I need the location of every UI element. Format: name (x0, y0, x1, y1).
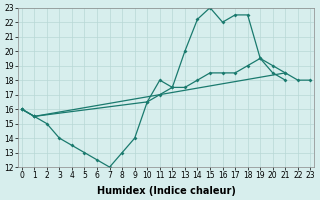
X-axis label: Humidex (Indice chaleur): Humidex (Indice chaleur) (97, 186, 236, 196)
